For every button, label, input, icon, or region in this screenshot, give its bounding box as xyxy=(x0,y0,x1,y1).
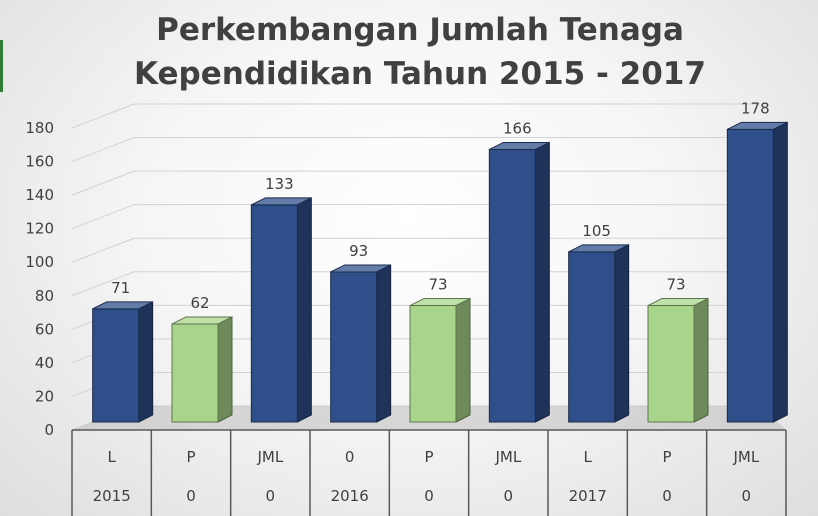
y-tick-label: 120 xyxy=(25,220,54,238)
y-tick-label: 20 xyxy=(35,387,54,405)
bar-side xyxy=(614,244,630,423)
x-category-sublabel: 0 xyxy=(186,487,196,505)
data-label: 73 xyxy=(428,276,447,294)
bar xyxy=(726,121,788,423)
bar-front xyxy=(726,128,774,423)
x-category-label: P xyxy=(186,448,195,466)
chart-title-line-1: Perkembangan Jumlah Tenaga xyxy=(156,12,684,48)
data-label: 62 xyxy=(190,294,209,312)
bar-side xyxy=(138,301,154,423)
bar-front xyxy=(250,204,298,423)
bar xyxy=(409,297,471,423)
y-tick-label: 60 xyxy=(35,320,54,338)
data-label: 105 xyxy=(582,222,611,240)
y-tick-label: 100 xyxy=(25,253,54,271)
x-category-label: JML xyxy=(494,448,521,466)
x-category-label: P xyxy=(662,448,671,466)
chart-title: Perkembangan Jumlah Tenaga Kependidikan … xyxy=(110,8,730,96)
gridline-side xyxy=(71,103,135,129)
bar-side xyxy=(217,316,233,423)
bar-front xyxy=(171,323,219,423)
data-label: 178 xyxy=(741,99,770,117)
y-tick-label: 80 xyxy=(35,287,54,305)
bar-front xyxy=(92,308,140,423)
x-category-sublabel: 0 xyxy=(424,487,434,505)
gridline-side xyxy=(71,204,135,230)
gridline-side xyxy=(71,137,135,163)
data-label: 73 xyxy=(666,276,685,294)
x-category-label: 0 xyxy=(345,448,355,466)
bar-top xyxy=(409,298,471,307)
y-tick-label: 160 xyxy=(25,153,54,171)
bar-side xyxy=(534,141,550,423)
bar-side xyxy=(693,297,709,423)
y-tick-label: 140 xyxy=(25,186,54,204)
bar-top xyxy=(251,197,312,206)
gridline-side xyxy=(71,271,135,297)
x-category-sublabel: 2015 xyxy=(93,487,131,505)
bar-side xyxy=(455,297,471,423)
x-category-label: P xyxy=(424,448,433,466)
bar-top xyxy=(727,121,788,130)
bar xyxy=(568,244,630,423)
gridline-side xyxy=(71,170,135,196)
bar xyxy=(647,297,709,423)
data-label: 133 xyxy=(265,175,294,193)
bar-front xyxy=(330,271,378,423)
x-category-sublabel: 0 xyxy=(662,487,672,505)
bar-top xyxy=(92,301,153,310)
x-category-label: JML xyxy=(732,448,759,466)
bar-top xyxy=(489,141,550,150)
bar xyxy=(488,141,550,423)
x-category-sublabel: 0 xyxy=(266,487,276,505)
y-tick-label: 0 xyxy=(44,421,54,439)
x-category-label: L xyxy=(107,448,116,466)
x-category-label: JML xyxy=(256,448,283,466)
bar-front xyxy=(409,305,457,423)
y-tick-label: 40 xyxy=(35,354,54,372)
bar xyxy=(250,197,312,423)
bar-top xyxy=(171,316,233,325)
bar-side xyxy=(296,197,312,423)
bar-top xyxy=(568,244,629,253)
y-tick-label: 180 xyxy=(25,119,54,137)
bar-side xyxy=(376,264,392,423)
bar xyxy=(330,264,392,423)
bar-top xyxy=(330,264,391,273)
bar-side xyxy=(772,121,788,423)
bar-front xyxy=(647,305,695,423)
x-category-sublabel: 0 xyxy=(742,487,752,505)
bar-front xyxy=(568,251,616,423)
data-label: 71 xyxy=(111,279,130,297)
gridline-side xyxy=(71,237,135,263)
chart-title-line-2: Kependidikan Tahun 2015 - 2017 xyxy=(134,56,706,92)
x-category-sublabel: 2016 xyxy=(331,487,369,505)
bar-front xyxy=(488,148,536,423)
data-label: 166 xyxy=(503,119,532,137)
bar-top xyxy=(647,298,709,307)
bar xyxy=(171,316,233,423)
x-category-sublabel: 2017 xyxy=(569,487,607,505)
x-category-label: L xyxy=(583,448,592,466)
data-label: 93 xyxy=(349,242,368,260)
bar xyxy=(92,301,154,423)
left-accent-bar xyxy=(0,40,3,92)
x-category-sublabel: 0 xyxy=(504,487,514,505)
